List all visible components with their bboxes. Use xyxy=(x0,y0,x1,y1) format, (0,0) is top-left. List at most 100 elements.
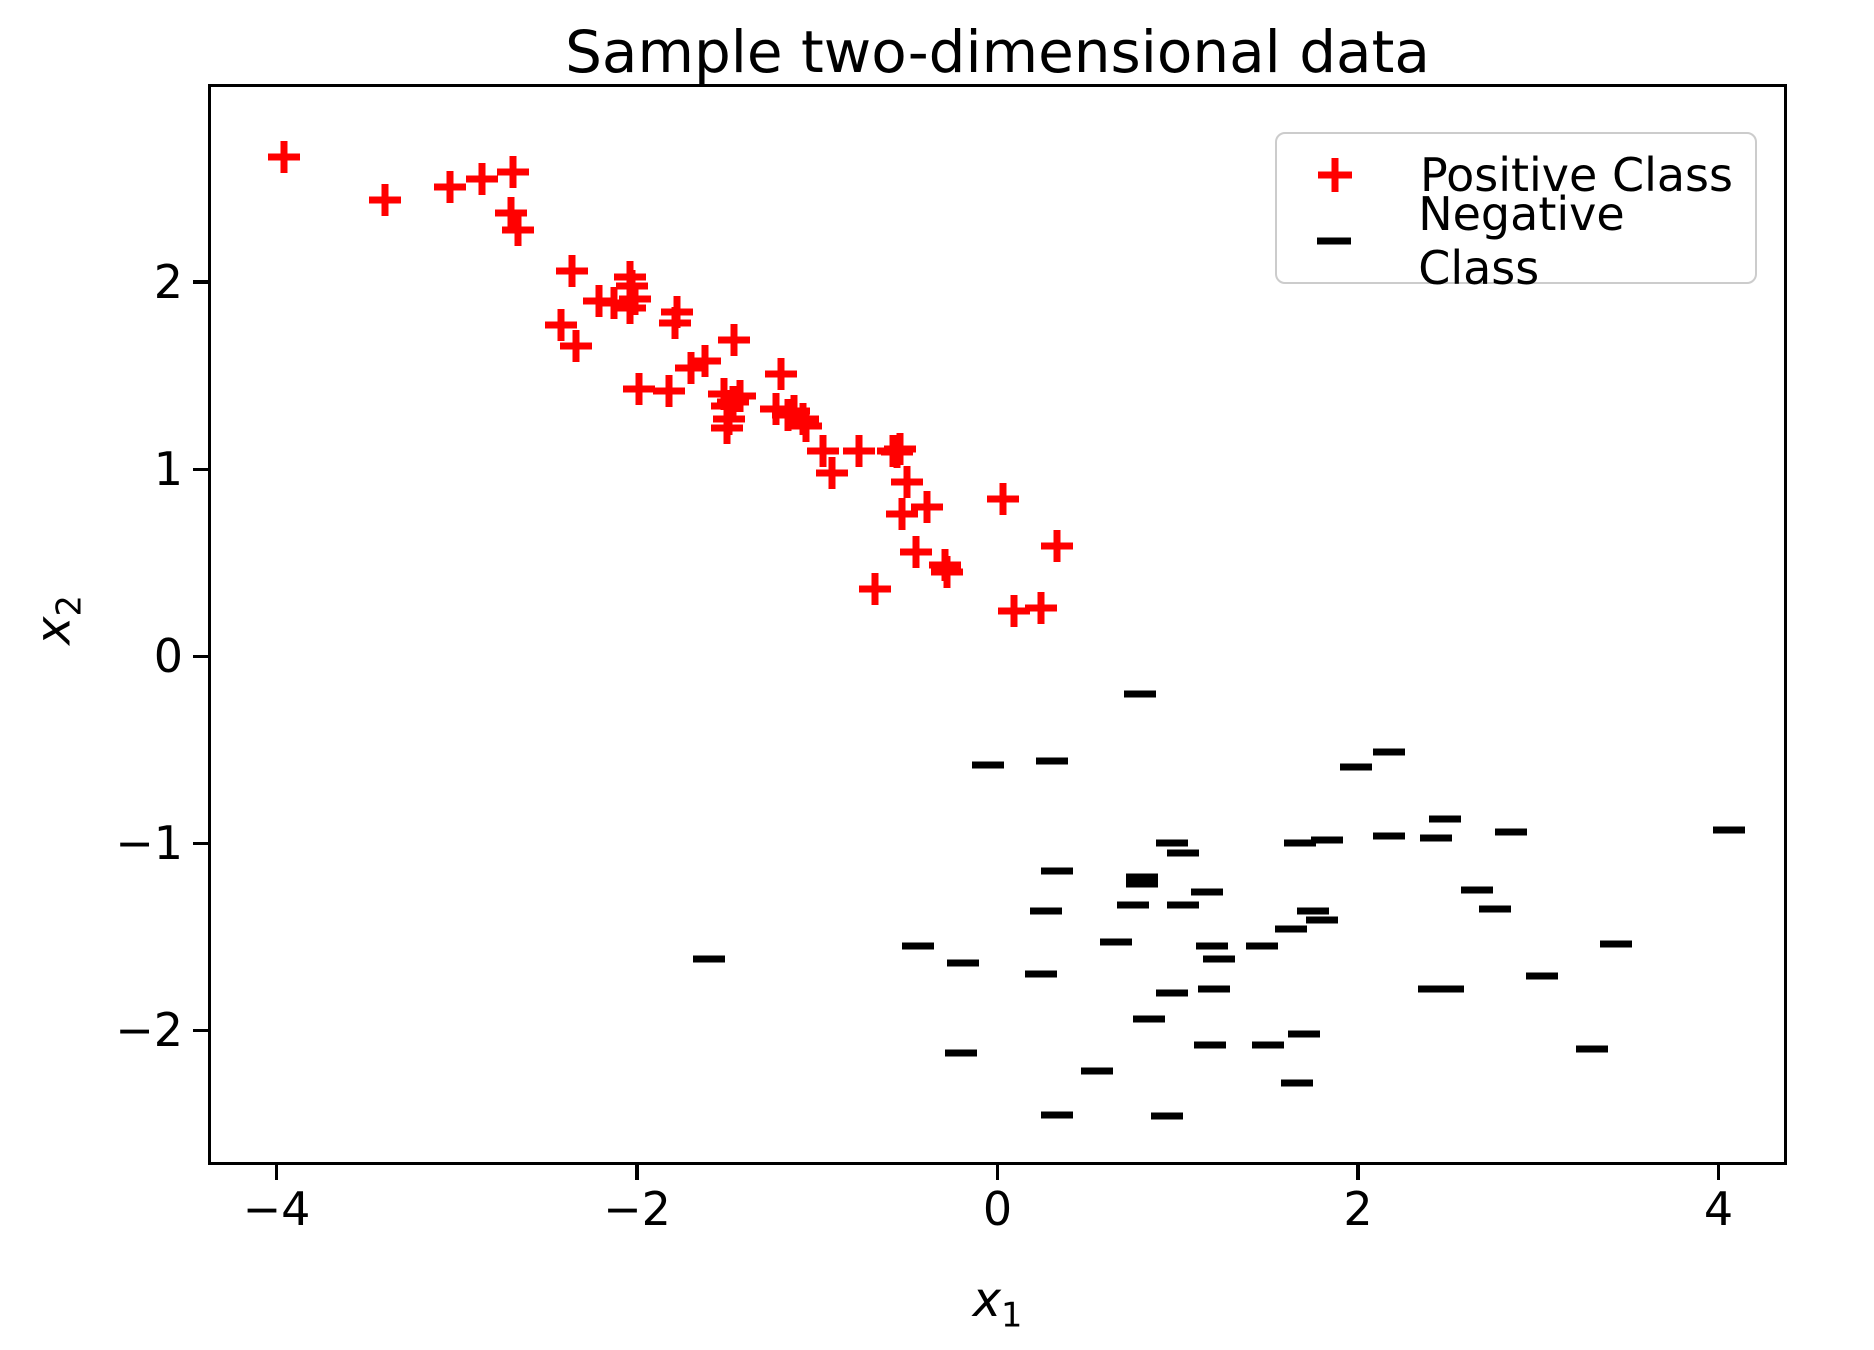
legend-marker-cell xyxy=(1277,224,1390,258)
data-point-positive xyxy=(268,141,300,173)
data-point-positive xyxy=(717,386,749,418)
data-point-negative xyxy=(1252,1029,1284,1061)
x-axis-tick-label: −2 xyxy=(603,1182,671,1236)
x-axis-label-sub: 1 xyxy=(1001,1295,1023,1335)
data-point-negative xyxy=(1526,960,1558,992)
data-point-negative xyxy=(1340,751,1372,783)
data-point-positive xyxy=(466,163,498,195)
data-point-negative xyxy=(1194,1029,1226,1061)
legend-row-negative: Negative Class xyxy=(1277,187,1755,295)
data-point-positive xyxy=(497,156,529,188)
y-axis-tick-label: 0 xyxy=(153,629,183,684)
legend-marker-cell xyxy=(1277,158,1392,192)
plot-area xyxy=(208,84,1787,1165)
data-point-negative xyxy=(1495,816,1527,848)
data-point-negative xyxy=(1151,1100,1183,1132)
y-axis-tick xyxy=(193,654,208,659)
y-axis-label-sub: 2 xyxy=(49,595,89,617)
data-point-negative xyxy=(902,930,934,962)
data-point-positive xyxy=(911,491,943,523)
data-point-positive xyxy=(772,399,804,431)
data-point-positive xyxy=(434,171,466,203)
data-point-negative xyxy=(1600,928,1632,960)
data-point-negative xyxy=(1198,973,1230,1005)
x-axis-label: x1 xyxy=(208,1272,1787,1335)
data-point-negative xyxy=(1281,1067,1313,1099)
data-point-negative xyxy=(1167,837,1199,869)
data-point-negative xyxy=(1025,958,1057,990)
data-point-positive xyxy=(1025,592,1057,624)
chart-title: Sample two-dimensional data xyxy=(565,18,1430,86)
data-point-positive xyxy=(900,536,932,568)
data-point-positive xyxy=(881,436,913,468)
y-axis-label-var: x xyxy=(25,616,82,645)
data-point-negative xyxy=(1117,889,1149,921)
data-point-negative xyxy=(1432,973,1464,1005)
legend: Positive Class Negative Class xyxy=(1275,132,1757,295)
data-point-positive xyxy=(556,255,588,287)
data-point-negative xyxy=(1041,855,1073,887)
data-point-negative xyxy=(945,1037,977,1069)
data-point-negative xyxy=(1576,1033,1608,1065)
data-point-negative xyxy=(1030,895,1062,927)
x-axis-tick xyxy=(995,1165,1000,1180)
data-point-negative xyxy=(1373,820,1405,852)
data-point-negative xyxy=(1373,736,1405,768)
data-point-negative xyxy=(1036,745,1068,777)
legend-label-positive: Positive Class xyxy=(1420,148,1733,202)
legend-row-positive: Positive Class xyxy=(1277,146,1755,204)
data-point-positive xyxy=(502,214,534,246)
data-point-negative xyxy=(1288,1018,1320,1050)
data-point-positive xyxy=(619,283,651,315)
x-axis-label-var: x xyxy=(972,1272,1002,1328)
y-axis-label: x2 xyxy=(26,595,89,645)
x-axis-tick-label: 0 xyxy=(982,1182,1013,1236)
x-axis-tick xyxy=(635,1165,639,1180)
x-axis-tick-label: −4 xyxy=(242,1182,311,1236)
data-point-negative xyxy=(1100,926,1132,958)
data-point-negative xyxy=(1713,814,1745,846)
data-point-negative xyxy=(1081,1055,1113,1087)
y-axis-tick-label: −2 xyxy=(115,1003,183,1058)
data-point-negative xyxy=(1124,678,1156,710)
data-point-positive xyxy=(653,375,685,407)
y-axis-tick xyxy=(193,467,208,472)
data-point-negative xyxy=(1479,893,1511,925)
y-axis-tick xyxy=(193,1028,208,1033)
x-axis-tick-label: 4 xyxy=(1703,1182,1734,1236)
data-point-positive xyxy=(659,307,691,339)
data-point-negative xyxy=(1041,1099,1073,1131)
data-point-negative xyxy=(1133,1003,1165,1035)
data-point-positive xyxy=(560,330,592,362)
plus-marker-icon xyxy=(1318,158,1352,192)
data-point-negative xyxy=(1275,913,1307,945)
data-point-positive xyxy=(623,373,655,405)
data-point-negative xyxy=(693,943,725,975)
data-point-positive xyxy=(765,358,797,390)
y-axis-tick-label: −1 xyxy=(115,816,183,871)
data-point-negative xyxy=(1191,876,1223,908)
data-point-positive xyxy=(931,556,963,588)
data-point-negative xyxy=(972,749,1004,781)
data-point-positive xyxy=(718,324,750,356)
data-point-negative xyxy=(1306,904,1338,936)
data-point-negative xyxy=(1311,824,1343,856)
y-axis-tick xyxy=(193,841,208,846)
data-point-positive xyxy=(859,573,891,605)
x-axis-tick-label: 2 xyxy=(1343,1182,1373,1236)
minus-marker-icon xyxy=(1317,224,1351,258)
y-axis-tick xyxy=(193,280,208,284)
x-axis-tick xyxy=(274,1165,279,1180)
data-point-positive xyxy=(987,483,1019,515)
data-point-negative xyxy=(947,947,979,979)
data-point-positive xyxy=(369,184,401,216)
data-point-negative xyxy=(1246,930,1278,962)
data-point-positive xyxy=(1041,530,1073,562)
data-point-negative xyxy=(1203,943,1235,975)
data-point-positive xyxy=(843,435,875,467)
legend-label-negative: Negative Class xyxy=(1418,187,1625,295)
x-axis-tick xyxy=(1716,1165,1721,1180)
y-axis-tick-label: 1 xyxy=(153,442,183,497)
y-axis-tick-label: 2 xyxy=(153,255,183,310)
